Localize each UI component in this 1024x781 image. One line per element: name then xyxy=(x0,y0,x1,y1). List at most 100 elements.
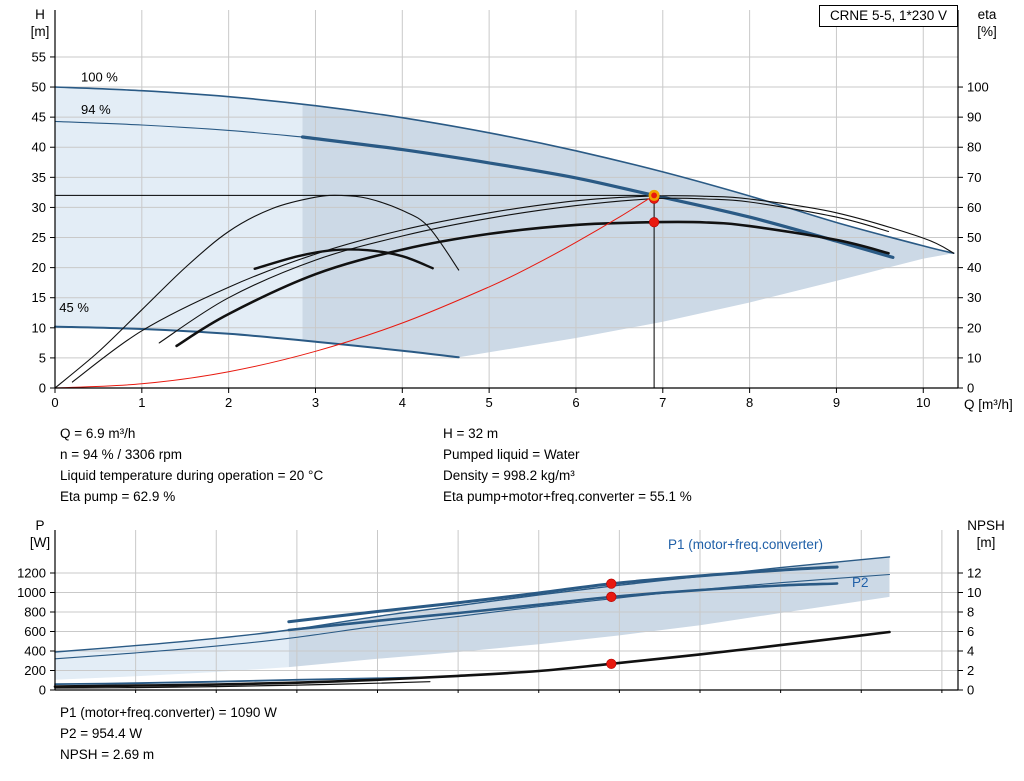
tick-label-left: 35 xyxy=(32,170,46,185)
p2-curve-label: P2 xyxy=(852,575,869,590)
tick-label-x: 6 xyxy=(572,395,579,410)
curve-eta-pump-reduced xyxy=(54,194,460,389)
duty-info-right-column: H = 32 m Pumped liquid = Water Density =… xyxy=(443,423,692,507)
p-axis-unit: [W] xyxy=(29,535,51,550)
p-axis-title: P [W] xyxy=(22,517,58,551)
region-envelope-left xyxy=(55,87,303,341)
info-liquid-temp: Liquid temperature during operation = 20… xyxy=(60,468,324,483)
tick-label-left: 40 xyxy=(32,140,46,155)
curve-label: 45 % xyxy=(59,300,89,315)
tick-label-left: 5 xyxy=(39,350,46,365)
tick-label-left: 25 xyxy=(32,230,46,245)
h-axis-unit: [m] xyxy=(30,24,50,39)
duty-info-left-column: Q = 6.9 m³/h n = 94 % / 3306 rpm Liquid … xyxy=(60,423,323,507)
info-p2: P2 = 954.4 W xyxy=(60,726,143,741)
tick-label-right: 10 xyxy=(967,350,981,365)
eta-axis-title: eta [%] xyxy=(964,6,1010,40)
tick-label-left: 10 xyxy=(32,320,46,335)
region-envelope-main xyxy=(302,104,954,358)
p1-curve-label: P1 (motor+freq.converter) xyxy=(668,537,823,552)
tick-label-right: 4 xyxy=(967,643,974,658)
eta-axis-unit: [%] xyxy=(977,24,997,39)
tick-label-left: 55 xyxy=(32,49,46,64)
marker-eta-total-point xyxy=(648,217,660,228)
h-axis-symbol: H xyxy=(35,7,45,22)
tick-label-left: 20 xyxy=(32,260,46,275)
curve-eta-pump-100 xyxy=(71,195,955,383)
tick-label-right: 50 xyxy=(967,230,981,245)
pump-model-title-box: CRNE 5-5, 1*230 V xyxy=(818,5,958,27)
npsh-axis-symbol: NPSH xyxy=(967,518,1005,533)
tick-label-left: 0 xyxy=(39,683,46,698)
tick-label-x: 4 xyxy=(399,395,406,410)
power-info-block: P1 (motor+freq.converter) = 1090 W P2 = … xyxy=(60,702,277,765)
info-eta-pump: Eta pump = 62.9 % xyxy=(60,489,176,504)
info-pumped-liquid: Pumped liquid = Water xyxy=(443,447,580,462)
tick-label-x: 3 xyxy=(312,395,319,410)
tick-label-left: 400 xyxy=(24,643,46,658)
tick-label-right: 60 xyxy=(967,200,981,215)
tick-label-x: 1 xyxy=(138,395,145,410)
curve-speed-94-lead xyxy=(54,120,304,138)
curve-p1-94 xyxy=(287,565,839,624)
tick-label-x: 7 xyxy=(659,395,666,410)
tick-label-right: 30 xyxy=(967,290,981,305)
curve-npsh-reduced xyxy=(54,681,431,689)
eta-axis-symbol: eta xyxy=(977,7,997,22)
info-flow: Q = 6.9 m³/h xyxy=(60,426,136,441)
tick-label-left: 50 xyxy=(32,80,46,95)
tick-label-right: 12 xyxy=(967,565,981,580)
curve-speed-min xyxy=(54,325,460,359)
h-q-eta-chart: 0 5 10 15 20 25 30 35 40 45 50 55 0 10 20 30 40 50 60 70 80 9… xyxy=(32,10,989,410)
curve-label: 94 % xyxy=(81,102,111,117)
tick-label-right: 80 xyxy=(967,140,981,155)
tick-label-right: 2 xyxy=(967,663,974,678)
curve-npsh-100 xyxy=(53,630,891,688)
tick-label-right: 10 xyxy=(967,585,981,600)
curve-p2-94 xyxy=(287,582,839,632)
tick-label-right: 20 xyxy=(967,320,981,335)
tick-label-x: 2 xyxy=(225,395,232,410)
curve-p-low xyxy=(54,676,431,685)
marker-p2-point xyxy=(606,591,617,602)
info-p1: P1 (motor+freq.converter) = 1090 W xyxy=(60,705,277,720)
tick-label-left: 45 xyxy=(32,110,46,125)
tick-label-left: 1000 xyxy=(17,585,46,600)
tick-label-x: 0 xyxy=(51,395,58,410)
q-axis-title: Q [m³/h] xyxy=(964,397,1013,412)
tick-label-x: 10 xyxy=(916,395,930,410)
curve-eta-total-reduced xyxy=(253,248,434,270)
info-eta-total: Eta pump+motor+freq.converter = 55.1 % xyxy=(443,489,692,504)
p-axis-symbol: P xyxy=(35,518,45,533)
tick-label-right: 70 xyxy=(967,170,981,185)
tick-label-right: 90 xyxy=(967,110,981,125)
tick-label-left: 30 xyxy=(32,200,46,215)
tick-label-right: 0 xyxy=(967,683,974,698)
curve-eta-pump-94 xyxy=(158,197,890,344)
tick-label-left: 15 xyxy=(32,290,46,305)
tick-label-x: 9 xyxy=(833,395,840,410)
info-head: H = 32 m xyxy=(443,426,499,441)
curve-eta-total-94 xyxy=(175,220,890,348)
marker-p1-point xyxy=(606,578,617,589)
h-axis-title: H [m] xyxy=(22,6,58,40)
info-speed: n = 94 % / 3306 rpm xyxy=(60,447,182,462)
tick-label-right: 40 xyxy=(967,260,981,275)
npsh-axis-unit: [m] xyxy=(976,535,996,550)
tick-label-right: 100 xyxy=(967,80,989,95)
tick-label-right: 6 xyxy=(967,624,974,639)
marker-npsh-point xyxy=(606,658,617,669)
power-npsh-chart: 0 200 400 600 800 1000 1200 0 2 4 6 8 10 12 xyxy=(17,530,981,698)
tick-label-left: 0 xyxy=(39,381,46,396)
tick-label-left: 800 xyxy=(24,604,46,619)
tick-label-right: 8 xyxy=(967,604,974,619)
marker-duty-point[interactable] xyxy=(648,189,660,201)
curve-system-curve xyxy=(54,194,655,389)
tick-label-left: 1200 xyxy=(17,565,46,580)
tick-label-x: 8 xyxy=(746,395,753,410)
curve-label: 100 % xyxy=(81,70,118,85)
tick-label-left: 200 xyxy=(24,663,46,678)
region-envelope-left xyxy=(55,630,289,680)
info-density: Density = 998.2 kg/m³ xyxy=(443,468,575,483)
